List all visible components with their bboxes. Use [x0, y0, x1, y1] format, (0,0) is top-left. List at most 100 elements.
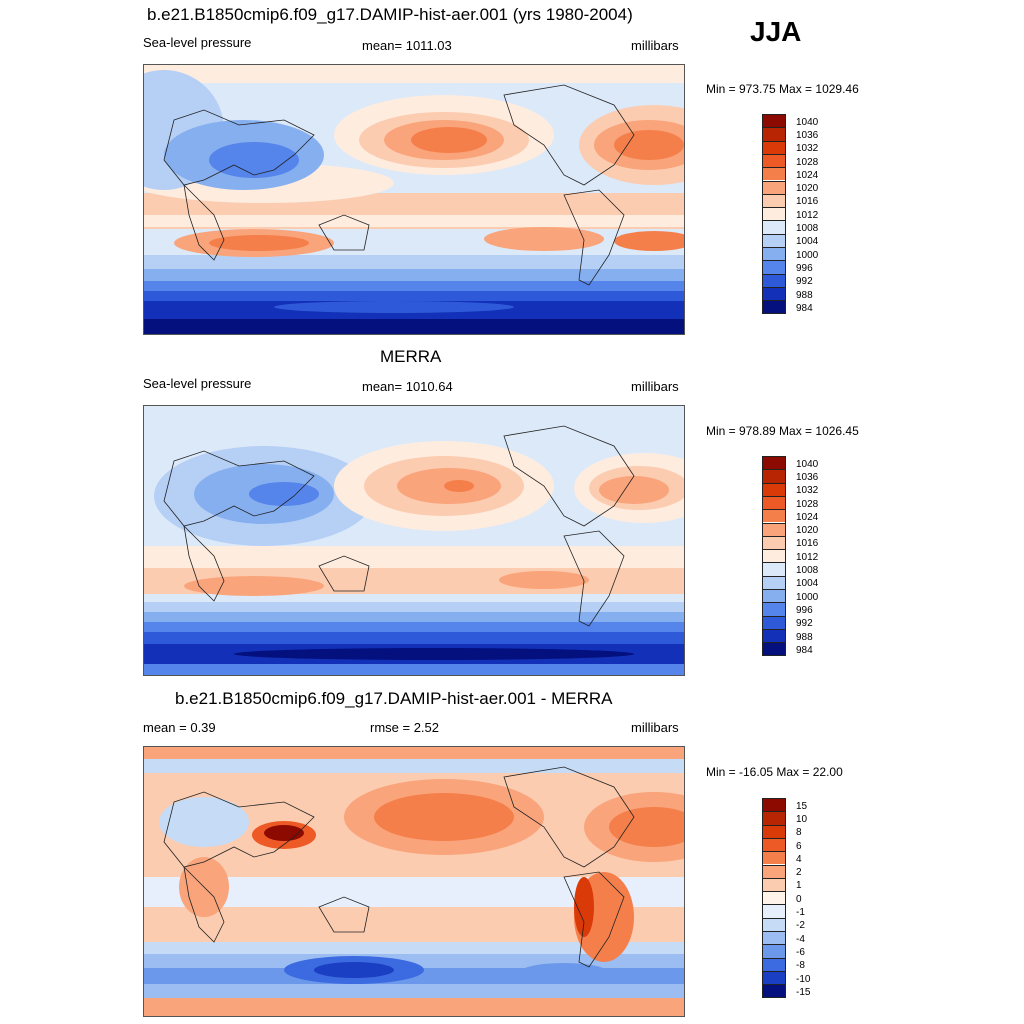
colorbar-level-label: 1000 — [796, 249, 819, 261]
colorbar-swatch — [762, 877, 786, 892]
colorbar-swatch — [762, 944, 786, 958]
colorbar-swatch — [762, 984, 786, 998]
colorbar-level-label: 1032 — [796, 143, 819, 155]
colorbar-swatch — [762, 891, 786, 905]
colorbar-level-label: 1028 — [796, 498, 819, 510]
colorbar-swatch — [762, 180, 786, 194]
colorbar-swatch — [762, 522, 786, 536]
colorbar-swatch — [762, 114, 786, 128]
colorbar-level-label: 1028 — [796, 156, 819, 168]
colorbar-swatch — [762, 193, 786, 208]
colorbar-swatch — [762, 286, 786, 301]
colorbar-swatch — [762, 837, 786, 852]
colorbar-swatch — [762, 864, 786, 878]
colorbar-swatch — [762, 260, 786, 274]
panel1-mean-label: mean= 1011.03 — [362, 38, 452, 53]
panel3-title: b.e21.B1850cmip6.f09_g17.DAMIP-hist-aer.… — [175, 689, 613, 708]
colorbar-level-label: 1012 — [796, 209, 819, 221]
colorbar-level-label: 992 — [796, 618, 813, 630]
colorbar-swatch — [762, 851, 786, 865]
panel3-rmse-label: rmse = 2.52 — [370, 720, 440, 735]
colorbar-level-label: -15 — [796, 986, 811, 998]
colorbar-swatch — [762, 220, 786, 234]
colorbar-level-label: 984 — [796, 302, 813, 314]
panel2-title: MERRA — [380, 347, 442, 366]
colorbar-level-label: 1036 — [796, 129, 819, 141]
colorbar-level-label: 1004 — [796, 578, 819, 590]
colorbar-level-label: 1020 — [796, 183, 819, 195]
colorbar-level-label: -8 — [796, 960, 805, 972]
panel3-map — [143, 746, 685, 1017]
panel2-minmax: Min = 978.89 Max = 1026.45 — [706, 424, 859, 438]
colorbar-swatch — [762, 917, 786, 931]
colorbar-swatch — [762, 167, 786, 181]
colorbar-level-label: 1024 — [796, 511, 819, 523]
colorbar-level-label: 1032 — [796, 485, 819, 497]
colorbar-swatch — [762, 233, 786, 247]
panel3-units-label: millibars — [631, 720, 679, 735]
colorbar-level-label: 1 — [796, 880, 802, 892]
panel2-mean-label: mean= 1010.64 — [362, 379, 453, 394]
colorbar-swatch — [762, 207, 786, 221]
colorbar-swatch — [762, 798, 786, 812]
colorbar-level-label: 15 — [796, 800, 808, 812]
colorbar-swatch — [762, 642, 786, 656]
colorbar-level-label: 1016 — [796, 538, 819, 550]
colorbar-swatch — [762, 589, 786, 603]
colorbar-level-label: 1040 — [796, 116, 819, 128]
colorbar-swatch — [762, 273, 786, 287]
colorbar-swatch — [762, 970, 786, 985]
colorbar-swatch — [762, 811, 786, 825]
colorbar-swatch — [762, 535, 786, 550]
colorbar-level-label: 1000 — [796, 591, 819, 603]
colorbar-swatch — [762, 509, 786, 523]
colorbar-swatch — [762, 482, 786, 496]
colorbar-swatch — [762, 931, 786, 945]
colorbar-level-label: 6 — [796, 840, 802, 852]
colorbar-level-label: 1020 — [796, 525, 819, 537]
colorbar-swatch — [762, 153, 786, 168]
colorbar-level-label: -2 — [796, 920, 805, 932]
colorbar-swatch — [762, 957, 786, 971]
season-label: JJA — [750, 16, 802, 47]
colorbar-level-label: 1004 — [796, 236, 819, 248]
colorbar-swatch — [762, 456, 786, 470]
colorbar-level-label: -6 — [796, 946, 805, 958]
colorbar-level-label: -1 — [796, 907, 805, 919]
colorbar-swatch — [762, 615, 786, 629]
colorbar-level-label: 2 — [796, 867, 802, 879]
colorbar-level-label: 8 — [796, 827, 802, 839]
colorbar-level-label: 984 — [796, 644, 813, 656]
panel1-units-label: millibars — [631, 38, 679, 53]
panel3-mean-label: mean = 0.39 — [143, 720, 216, 735]
colorbar-swatch — [762, 469, 786, 483]
colorbar-swatch — [762, 140, 786, 154]
panel3-minmax: Min = -16.05 Max = 22.00 — [706, 765, 843, 779]
colorbar-swatch — [762, 575, 786, 589]
panel1-title: b.e21.B1850cmip6.f09_g17.DAMIP-hist-aer.… — [147, 5, 633, 24]
colorbar-level-label: -4 — [796, 933, 805, 945]
colorbar-level-label: 1024 — [796, 169, 819, 181]
colorbar-swatch — [762, 127, 786, 141]
colorbar-level-label: 10 — [796, 813, 808, 825]
colorbar-level-label: 0 — [796, 893, 802, 905]
colorbar-level-label: 1008 — [796, 565, 819, 577]
colorbar-swatch — [762, 628, 786, 643]
panel2-units-label: millibars — [631, 379, 679, 394]
colorbar-level-label: 988 — [796, 289, 813, 301]
panel1-minmax: Min = 973.75 Max = 1029.46 — [706, 82, 859, 96]
colorbar-swatch — [762, 247, 786, 261]
colorbar-level-label: 1040 — [796, 458, 819, 470]
colorbar-level-label: -10 — [796, 973, 811, 985]
colorbar-level-label: 1012 — [796, 551, 819, 563]
colorbar-swatch — [762, 904, 786, 918]
colorbar-level-label: 4 — [796, 853, 802, 865]
colorbar-level-label: 996 — [796, 262, 813, 274]
panel1-map — [143, 64, 685, 335]
panel2-map — [143, 405, 685, 676]
colorbar-swatch — [762, 824, 786, 838]
colorbar-swatch — [762, 602, 786, 616]
colorbar-level-label: 1036 — [796, 471, 819, 483]
colorbar-swatch — [762, 562, 786, 576]
colorbar-swatch — [762, 300, 786, 314]
